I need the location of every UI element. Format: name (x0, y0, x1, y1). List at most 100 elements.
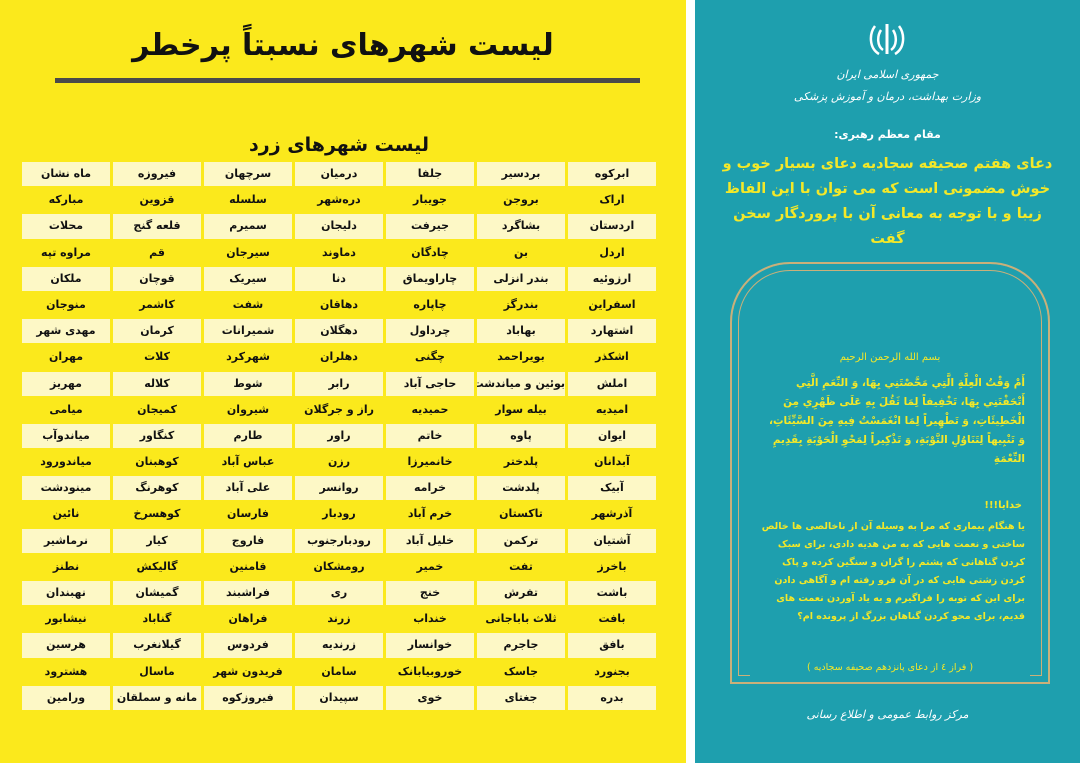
ministry-name: وزارت بهداشت، درمان و آموزش پزشکی (793, 90, 982, 103)
table-row: آبدانان پلدختر خانمیرزا رزن عباس آباد کوهبنان… (22, 449, 656, 475)
divider (55, 78, 640, 83)
city-cell: بدره (568, 685, 656, 710)
city-cell: باخرز (597, 559, 627, 573)
city-cell: رودبارجنوب (295, 528, 383, 553)
table-row: اشکذر بویراحمد چگنی دهلران شهرکرد کلات مهران (22, 344, 656, 370)
city-cell: امیدیه (595, 402, 629, 416)
city-cell: تاکستان (499, 507, 543, 521)
city-cell: کلات (144, 350, 170, 364)
city-cell: گمیشان (113, 581, 201, 606)
city-cell: خاتم (386, 423, 474, 449)
city-cell: کمیجان (137, 402, 177, 416)
city-cell: سامان (321, 664, 357, 678)
city-cell: تفت (509, 559, 533, 573)
city-cell: دنا (295, 266, 383, 291)
arabic-prayer: أَمْ وَقْتُ الْعِلَّةِ الَّتِي مَحَّصْتَ… (768, 377, 1025, 465)
city-cell: اشکذر (595, 350, 629, 364)
city-cell: بن (513, 245, 529, 259)
city-cell: بجنورد (594, 664, 630, 678)
city-cell: رومشکان (313, 559, 365, 573)
city-cell: راز و جرگلان (304, 402, 374, 416)
city-cell: ری (295, 581, 383, 606)
country-name: جمهوری اسلامی ایران (836, 68, 939, 81)
city-cell: گالیکش (136, 559, 178, 573)
city-cell: فردوس (204, 633, 292, 658)
city-cell: خنداب (413, 612, 447, 626)
city-cell: رودبار (322, 507, 356, 521)
city-cell: هرسین (22, 633, 110, 658)
city-cell: عباس آباد (221, 455, 275, 469)
city-cell: دلیجان (295, 214, 383, 239)
city-cell: نیشابور (45, 612, 87, 626)
table-row: بافق جاجرم خوانسار زرندیه فردوس گیلانغرب هرسین (22, 632, 656, 658)
city-cell: خنج (386, 581, 474, 606)
table-row: اراک بروجن جویبار دره‌شهر سلسله قزوین مبارکه (22, 187, 656, 213)
city-cell: فراهان (228, 612, 268, 626)
city-cell: خمیر (416, 559, 444, 573)
city-cell: گیلانغرب (113, 633, 201, 658)
city-cell: چرداول (386, 319, 474, 344)
city-cell: آشتیان (568, 528, 656, 553)
city-cell: آبیک (568, 476, 656, 501)
city-cell: خانمیرزا (407, 455, 453, 469)
city-cell: سپیدان (295, 685, 383, 710)
city-cell: روانسر (295, 476, 383, 501)
city-cell: بافق (568, 633, 656, 658)
city-cell: چاراویماق (386, 266, 474, 291)
city-cell: فارسان (226, 507, 269, 521)
bismillah: بسم الله الرحمن الرحیم (839, 352, 941, 363)
city-cell: خوی (386, 685, 474, 710)
city-cell: اشتهارد (568, 319, 656, 344)
table-row: ارزوئیه بندر انزلی چاراویماق دنا سیریک قوچان م… (22, 266, 656, 292)
city-cell: رابر (295, 371, 383, 396)
city-cell: خلیل آباد (386, 528, 474, 553)
city-cell: پاوه (477, 423, 565, 449)
city-cell: فاروج (204, 528, 292, 553)
city-cell: قم (149, 245, 165, 259)
prayer-source: ( فراز ٤ از دعای پانزدهم صحیفه سجادیه ) (806, 662, 974, 673)
city-cell: حاجی آباد (386, 371, 474, 396)
city-cell: نطنز (52, 559, 80, 573)
table-row: آبیک پلدشت خرامه روانسر علی آباد کوهرنگ مینودش… (22, 475, 656, 501)
city-cell: پلدشت (477, 476, 565, 501)
city-cell: مهدی شهر (22, 319, 110, 344)
table-body: ابرکوه بردسیر جلفا درمیان سرچهان فیروزه ماه نش… (22, 161, 656, 711)
quote-text: دعای هفتم صحیفه سجادیه دعای بسیار خوب و … (722, 156, 1053, 247)
iran-emblem-icon (869, 24, 905, 56)
city-cell: جاجرم (477, 633, 565, 658)
city-cell: کنگاور (113, 423, 201, 449)
city-cell: جویبار (413, 193, 447, 207)
city-cell: جیرفت (386, 214, 474, 239)
prayer-box: بسم الله الرحمن الرحیم أَمْ وَقْتُ الْعِ… (750, 330, 1030, 678)
city-cell: ابرکوه (568, 162, 656, 187)
city-cell: ورامین (22, 685, 110, 710)
city-cell: خوانسار (386, 633, 474, 658)
city-cell: چگنی (415, 350, 445, 364)
table-row: باخرز تفت خمیر رومشکان قامنین گالیکش نطنز (22, 554, 656, 580)
city-cell: میاندورود (40, 455, 92, 469)
city-cell: کوهسرخ (133, 507, 181, 521)
city-cell: قلعه گنج (113, 214, 201, 239)
city-cell: شوط (204, 371, 292, 396)
city-cell: شیروان (226, 402, 270, 416)
city-cell: فریدون شهر (213, 664, 283, 678)
city-cell: سلسله (229, 193, 267, 207)
city-cell: خرم آباد (407, 507, 453, 521)
quote-label: مقام معظم رهبری: (834, 128, 941, 141)
city-cell: نهبندان (22, 581, 110, 606)
table-row: بجنورد جاسک خوروبیابانک سامان فریدون شهر ماسا… (22, 659, 656, 685)
city-cell: منوجان (46, 297, 86, 311)
city-cell: شمیرانات (204, 319, 292, 344)
table-row: ایوان پاوه خاتم راور طارم کنگاور میاندوآب (22, 423, 656, 449)
city-cell: قزوین (139, 193, 175, 207)
city-cell: زرندیه (295, 633, 383, 658)
city-cell: اردستان (568, 214, 656, 239)
city-cell: سمیرم (204, 214, 292, 239)
city-cell: خوروبیابانک (397, 664, 463, 678)
city-cell: کوهبنان (135, 455, 179, 469)
city-cell: بندر انزلی (477, 266, 565, 291)
city-cell: حمیدیه (411, 402, 449, 416)
city-cell: جاسک (503, 664, 539, 678)
city-cell: املش (568, 371, 656, 396)
city-cell: ماسال (139, 664, 175, 678)
